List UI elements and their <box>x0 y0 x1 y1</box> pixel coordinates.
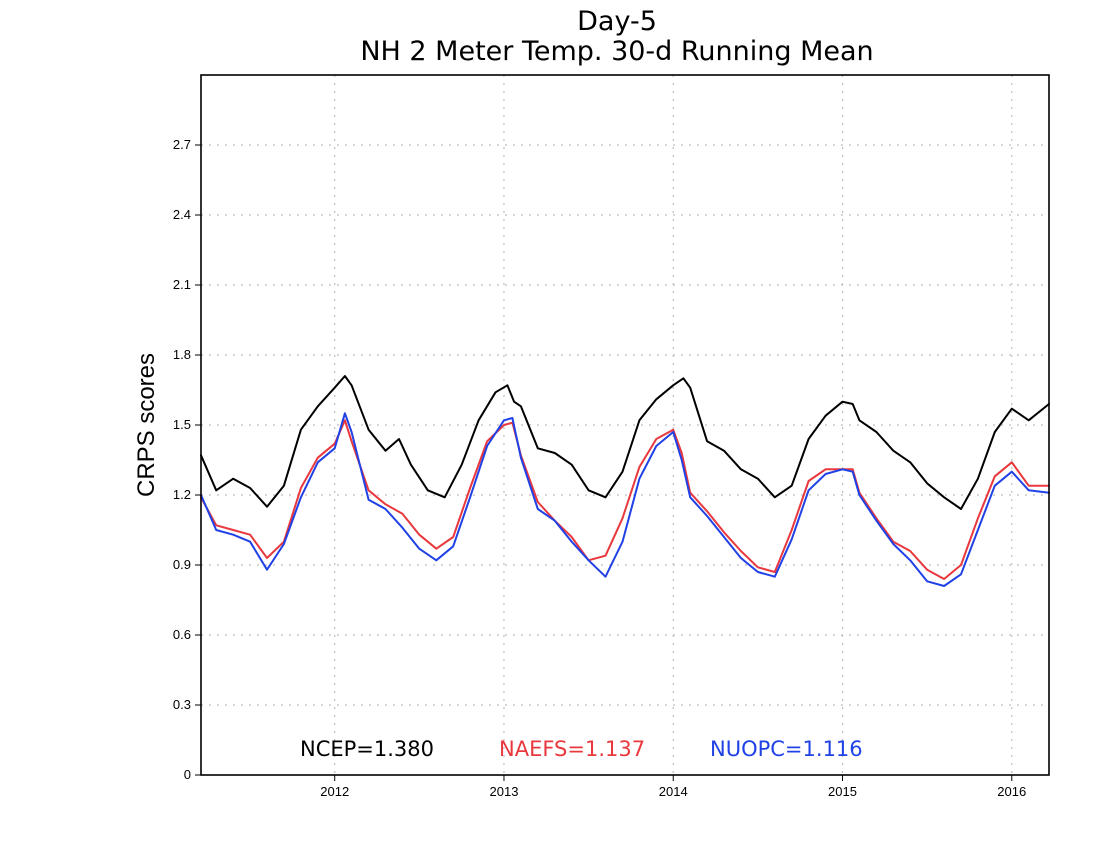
y-axis-label: CRPS scores <box>133 353 160 497</box>
x-tick-label: 2014 <box>659 784 688 799</box>
y-tick-label: 0.3 <box>173 697 191 712</box>
y-tick-label: 1.2 <box>173 487 191 502</box>
legend-ncep: NCEP=1.380 <box>300 737 434 761</box>
y-tick-label: 1.5 <box>173 417 191 432</box>
x-tick-label: 2016 <box>997 784 1026 799</box>
chart-title: Day-5 <box>577 6 657 37</box>
y-tick-label: 2.1 <box>173 277 191 292</box>
y-tick-label: 2.4 <box>173 207 191 222</box>
axis-ticks: 0 0.3 0.6 0.9 1.2 1.5 1.8 2.1 2.4 2.7 2012 2013 2014… <box>173 137 1026 799</box>
y-tick-label: 0.9 <box>173 557 191 572</box>
legend-nuopc: NUOPC=1.116 <box>710 737 863 761</box>
y-tick-label: 0.6 <box>173 627 191 642</box>
series-line-nuopc <box>200 412 1050 587</box>
x-tick-label: 2013 <box>490 784 519 799</box>
chart-subtitle: NH 2 Meter Temp. 30-d Running Mean <box>360 36 873 67</box>
legend-naefs: NAEFS=1.137 <box>499 737 645 761</box>
series-line-naefs <box>200 419 1050 580</box>
y-tick-label: 2.7 <box>173 137 191 152</box>
grid <box>201 75 1049 775</box>
x-tick-label: 2012 <box>320 784 349 799</box>
legend: NCEP=1.380 NAEFS=1.137 NUOPC=1.116 <box>300 737 863 761</box>
series-lines <box>200 375 1050 587</box>
x-tick-label: 2015 <box>828 784 857 799</box>
y-tick-label: 1.8 <box>173 347 191 362</box>
series-line-ncep <box>200 375 1050 510</box>
y-tick-label: 0 <box>184 767 191 782</box>
